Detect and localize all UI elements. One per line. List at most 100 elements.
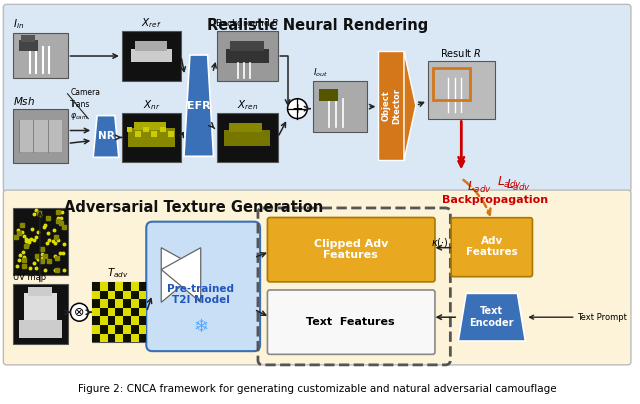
Bar	[108, 308, 115, 316]
Bar	[92, 325, 100, 334]
Bar	[131, 334, 139, 342]
Polygon shape	[184, 55, 214, 156]
Text: Pre-trained
T2I Model: Pre-trained T2I Model	[167, 284, 234, 305]
Text: Camera
Trans
$\varphi_{cam}$: Camera Trans $\varphi_{cam}$	[70, 88, 100, 122]
Polygon shape	[458, 293, 525, 341]
Bar	[319, 88, 338, 101]
Bar	[122, 113, 181, 162]
Bar	[143, 126, 149, 133]
Text: Backpropagation: Backpropagation	[442, 195, 548, 205]
Bar	[115, 282, 123, 291]
Bar	[92, 282, 147, 342]
Bar	[131, 48, 172, 63]
Bar	[24, 293, 57, 320]
Bar	[226, 48, 269, 63]
Text: Realistic Neural Rendering: Realistic Neural Rendering	[207, 18, 428, 33]
FancyBboxPatch shape	[3, 190, 631, 365]
Bar	[134, 122, 166, 130]
Polygon shape	[93, 116, 119, 157]
Bar	[159, 126, 166, 133]
Bar	[131, 308, 139, 316]
Bar	[128, 128, 175, 147]
Bar	[115, 325, 123, 334]
Bar	[139, 334, 147, 342]
FancyBboxPatch shape	[268, 290, 435, 354]
Text: Clipped Adv
Features: Clipped Adv Features	[314, 239, 388, 261]
Bar	[100, 282, 108, 291]
Bar	[100, 316, 108, 325]
Bar	[123, 308, 131, 316]
Bar	[378, 51, 404, 160]
Bar	[433, 68, 470, 99]
Bar	[100, 291, 108, 299]
Bar	[123, 334, 131, 342]
Bar	[131, 282, 139, 291]
FancyBboxPatch shape	[268, 217, 435, 282]
Text: $Msh$: $Msh$	[13, 95, 35, 107]
Bar	[92, 334, 100, 342]
Text: Figure 2: CNCA framework for generating customizable and natural adversarial cam: Figure 2: CNCA framework for generating …	[78, 384, 556, 394]
Bar	[115, 291, 123, 299]
Text: EFR: EFR	[187, 101, 211, 111]
Bar	[139, 316, 147, 325]
Bar	[92, 282, 100, 291]
Bar	[115, 316, 123, 325]
Bar	[100, 308, 108, 316]
Text: $X_{ren}$: $X_{ren}$	[237, 98, 258, 112]
Text: Text Prompt: Text Prompt	[577, 313, 627, 322]
Text: $L_{adv}$: $L_{adv}$	[497, 175, 522, 190]
Bar	[108, 291, 115, 299]
Bar	[135, 41, 168, 51]
Bar	[313, 81, 367, 133]
Bar	[123, 282, 131, 291]
Polygon shape	[404, 51, 416, 160]
Bar	[115, 299, 123, 308]
Bar	[216, 113, 278, 162]
FancyBboxPatch shape	[3, 4, 631, 192]
Text: ⊗: ⊗	[74, 306, 84, 319]
Bar	[13, 109, 67, 163]
Polygon shape	[161, 248, 201, 302]
Text: Object
Dtector: Object Dtector	[381, 88, 401, 124]
Bar	[92, 308, 100, 316]
Text: $I_{in}$: $I_{in}$	[13, 17, 24, 31]
Bar	[131, 291, 139, 299]
Bar	[19, 120, 62, 152]
Bar	[428, 61, 495, 119]
Bar	[228, 122, 262, 133]
Bar	[13, 208, 67, 276]
Text: Adversarial Texture Generation: Adversarial Texture Generation	[64, 200, 323, 215]
Text: Background $B$: Background $B$	[215, 17, 279, 30]
Bar	[139, 308, 147, 316]
Text: +: +	[292, 102, 303, 116]
FancyBboxPatch shape	[451, 218, 532, 277]
Text: $X_{nr}$: $X_{nr}$	[143, 98, 160, 112]
Bar	[13, 284, 67, 344]
Polygon shape	[161, 248, 201, 302]
Text: $I_{out}$: $I_{out}$	[313, 66, 328, 79]
Bar	[92, 316, 100, 325]
Bar	[230, 41, 264, 51]
Bar	[108, 334, 115, 342]
Bar	[127, 126, 132, 133]
Bar	[168, 131, 174, 137]
Bar	[115, 308, 123, 316]
Bar	[123, 291, 131, 299]
Bar	[123, 299, 131, 308]
Bar	[139, 282, 147, 291]
Bar	[135, 131, 141, 137]
Bar	[100, 299, 108, 308]
Text: UV map: UV map	[13, 274, 46, 282]
Bar	[139, 291, 147, 299]
Bar	[131, 325, 139, 334]
Bar	[123, 316, 131, 325]
FancyBboxPatch shape	[147, 222, 260, 351]
Bar	[108, 282, 115, 291]
Text: $\kappa(\cdot)$: $\kappa(\cdot)$	[431, 236, 448, 249]
Bar	[152, 131, 157, 137]
Bar	[131, 299, 139, 308]
Bar	[108, 325, 115, 334]
Text: Text
Encoder: Text Encoder	[470, 306, 514, 328]
Text: $L_{adv}$: $L_{adv}$	[467, 180, 492, 195]
Bar	[100, 334, 108, 342]
